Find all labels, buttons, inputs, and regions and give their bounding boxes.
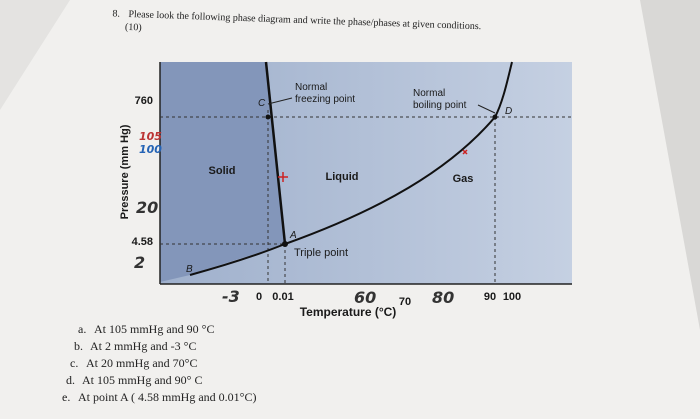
handwritten: 80: [432, 288, 454, 307]
item-text: At point A ( 4.58 mmHg and 0.01°C): [78, 390, 256, 404]
question-number: 8.: [112, 8, 120, 19]
y-label: 4.58: [132, 236, 153, 248]
point-label: B: [186, 264, 193, 275]
item-letter: d.: [66, 373, 75, 387]
item-letter: a.: [78, 322, 86, 336]
handwritten: 105: [139, 130, 162, 143]
paper-shadow: [0, 0, 70, 110]
x-axis-label: Temperature (°C): [300, 305, 397, 319]
item-text: At 105 mmHg and 90 °C: [94, 322, 214, 336]
freezing-label: Normal: [295, 82, 327, 93]
point-label: C: [258, 98, 266, 109]
d-dot: [492, 114, 498, 120]
point-label: D: [505, 106, 512, 117]
triple-point-label: Triple point: [294, 247, 348, 259]
vapor-curve: [189, 61, 513, 276]
phase-diagram: Pressure (mm Hg) Temperature (°C) 760 4.…: [119, 61, 572, 319]
item-letter: c.: [70, 356, 78, 370]
freezing-label: freezing point: [295, 94, 355, 105]
x-label: 90: [484, 291, 496, 303]
boiling-label: Normal: [413, 88, 445, 99]
item-letter: b.: [74, 339, 83, 353]
handwritten: -3: [222, 287, 240, 306]
pointer-lines: [267, 97, 496, 114]
region-label: Liquid: [326, 171, 359, 183]
item-letter: e.: [62, 390, 70, 404]
x-label: 0.01: [272, 291, 293, 303]
c-dot: [265, 114, 271, 120]
question-items: a. At 105 mmHg and 90 °C b. At 2 mmHg and -…: [62, 322, 256, 404]
boiling-label: boiling point: [413, 100, 467, 111]
question-points: (10): [125, 22, 142, 34]
point-label: A: [289, 230, 297, 241]
fusion-curve: [264, 61, 287, 245]
triple-point-dot: [282, 241, 288, 247]
handwritten: 60: [354, 288, 376, 307]
y-label: 760: [135, 95, 153, 107]
handwritten: 2: [134, 253, 145, 272]
item-text: At 105 mmHg and 90° C: [82, 373, 202, 387]
handwritten: 20: [136, 198, 158, 217]
item-text: At 2 mmHg and -3 °C: [90, 339, 196, 353]
region-label: Solid: [209, 165, 236, 177]
item-text: At 20 mmHg and 70°C: [86, 356, 197, 370]
x-label: 0: [256, 291, 262, 303]
handwritten: 100: [139, 143, 162, 156]
x-label: 70: [399, 296, 411, 308]
x-label: 100: [503, 291, 521, 303]
region-label: Gas: [453, 173, 474, 185]
y-axis-label: Pressure (mm Hg): [119, 124, 131, 219]
red-marks: [278, 149, 468, 182]
